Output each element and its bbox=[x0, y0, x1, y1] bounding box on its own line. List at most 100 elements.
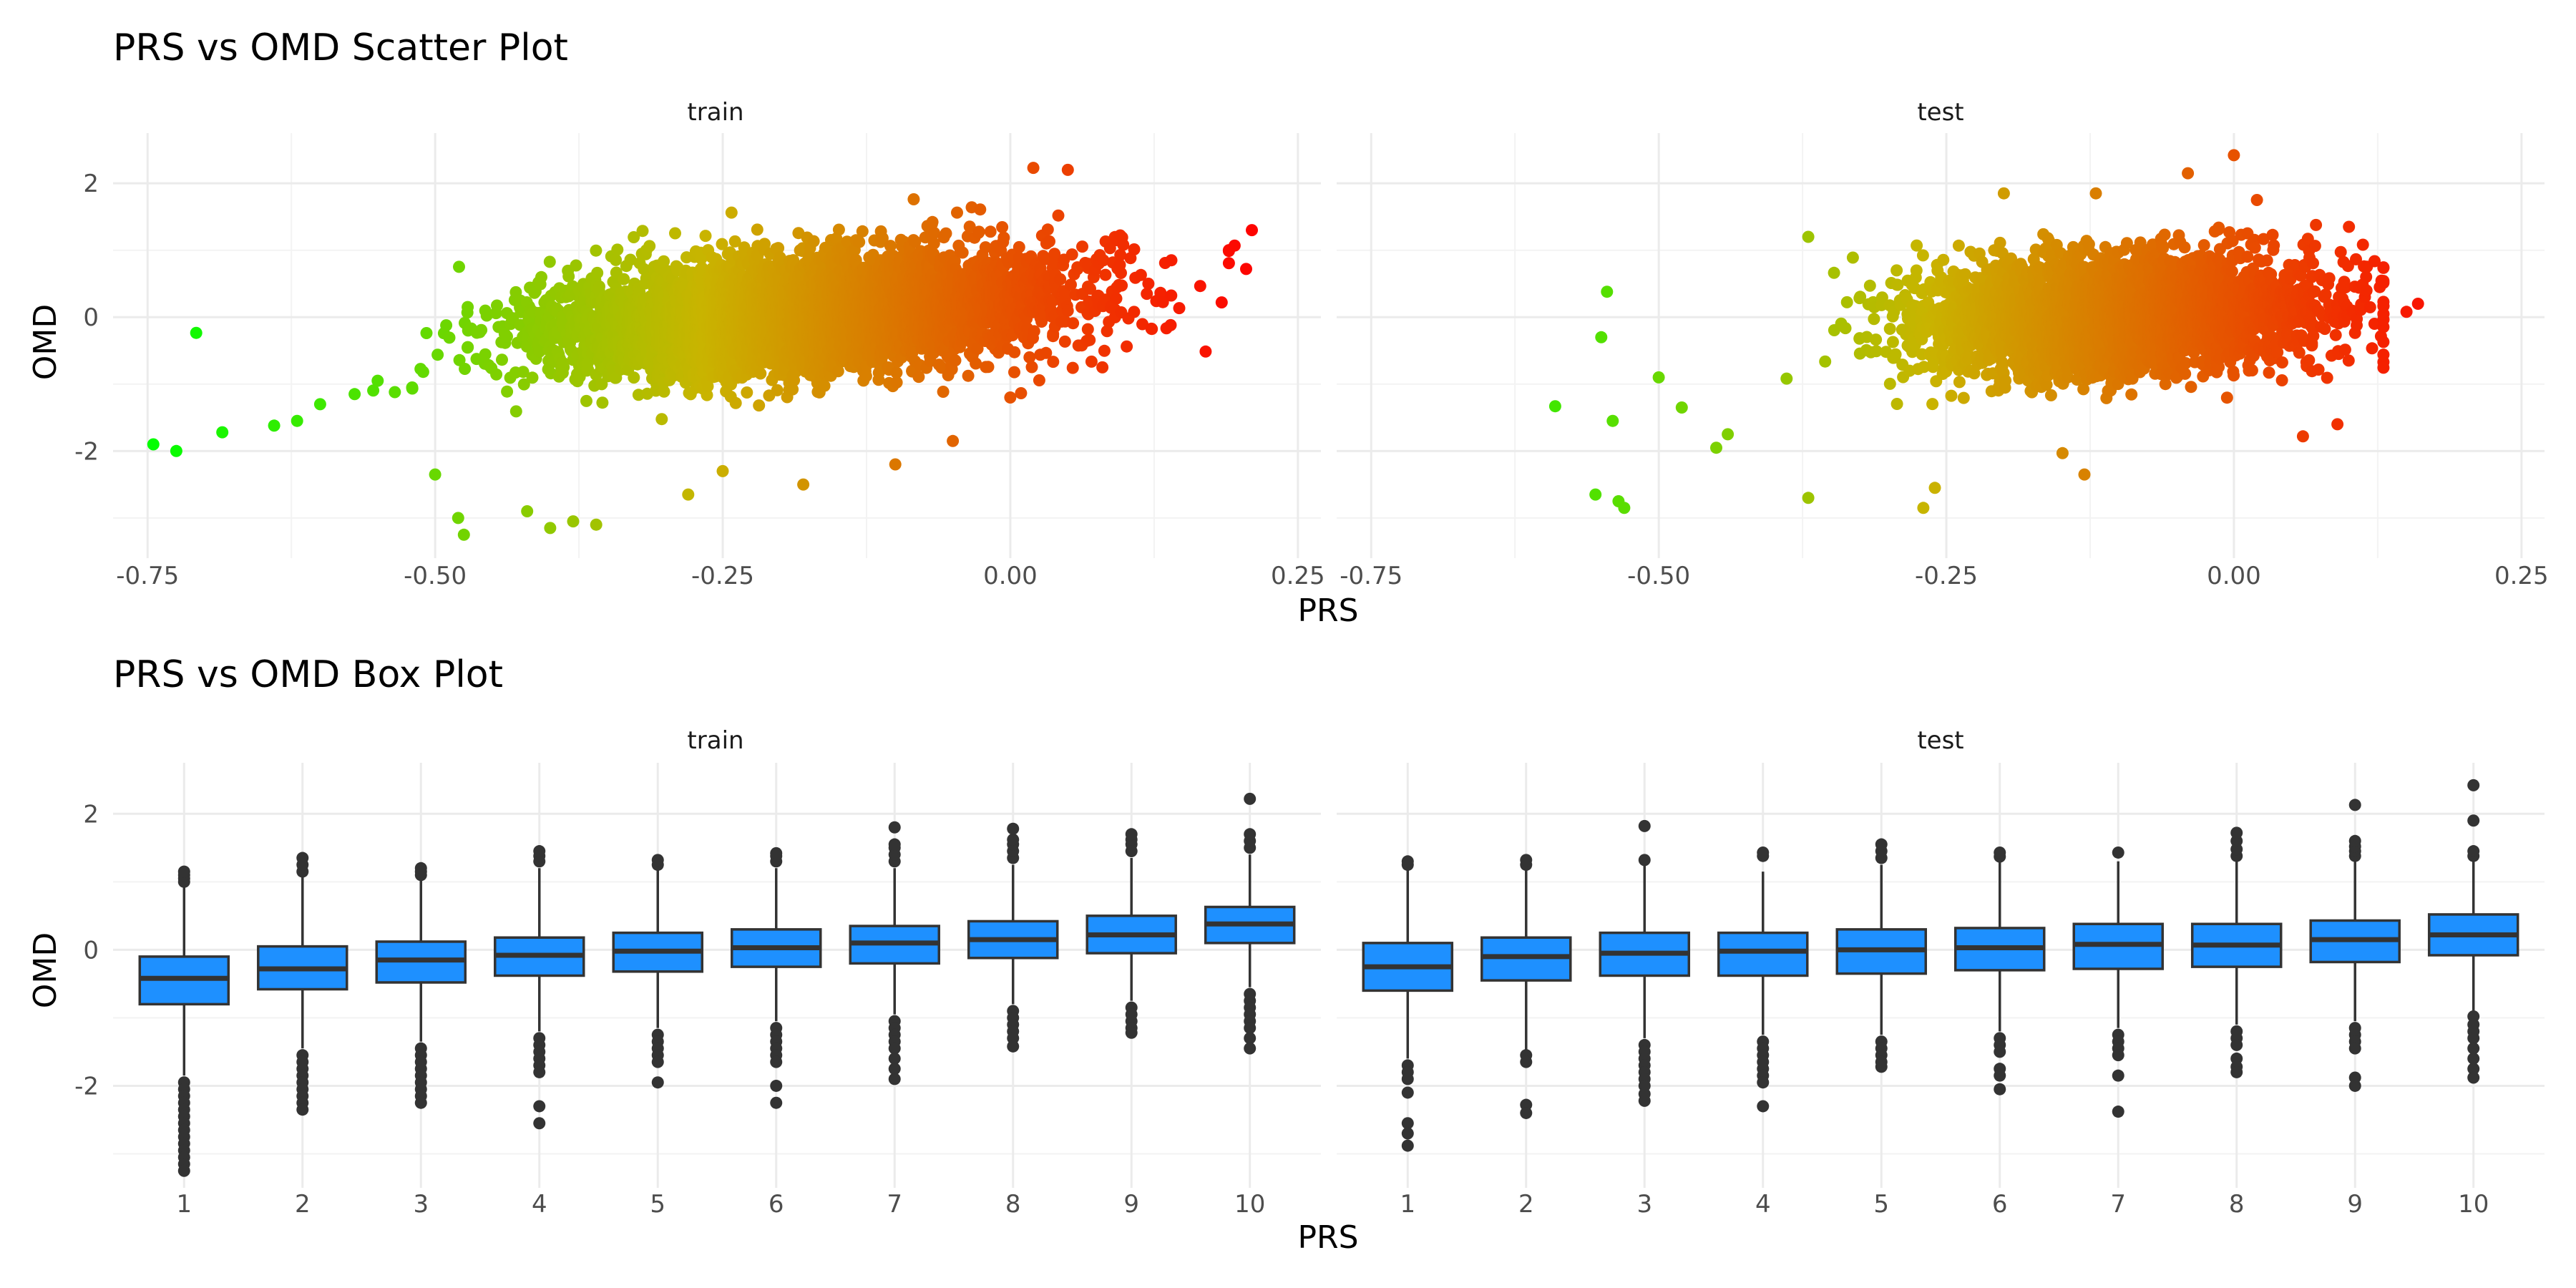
scatter-point bbox=[699, 230, 712, 243]
scatter-point bbox=[457, 528, 470, 541]
scatter-point bbox=[491, 299, 503, 312]
scatter-point bbox=[937, 386, 950, 398]
scatter-point bbox=[580, 394, 592, 407]
scatter-point bbox=[889, 458, 902, 471]
scatter-point bbox=[416, 366, 429, 379]
scatter-point bbox=[429, 468, 441, 481]
scatter-point bbox=[807, 235, 820, 248]
scatter-section: PRS vs OMD Scatter Plot train test -202 … bbox=[27, 26, 2549, 629]
scatter-point bbox=[462, 301, 474, 313]
scatter-point bbox=[590, 518, 602, 531]
scatter-point bbox=[526, 371, 539, 384]
scatter-point bbox=[501, 385, 514, 398]
scatter-point bbox=[832, 223, 845, 236]
scatter-point bbox=[951, 206, 963, 219]
scatter-point bbox=[949, 354, 962, 367]
scatter-point bbox=[459, 363, 472, 375]
scatter-point bbox=[818, 379, 831, 392]
scatter-point bbox=[562, 270, 575, 283]
scatter-point bbox=[940, 227, 952, 240]
scatter-point bbox=[371, 374, 384, 387]
scatter-point bbox=[956, 246, 969, 259]
scatter-point bbox=[544, 522, 557, 535]
scatter-point bbox=[596, 396, 609, 409]
scatter-point bbox=[509, 405, 522, 418]
scatter-panel-train bbox=[113, 133, 1321, 558]
scatter-strip-test: test bbox=[1917, 98, 1963, 127]
scatter-point bbox=[856, 225, 869, 238]
scatter-point bbox=[440, 319, 453, 332]
scatter-point bbox=[147, 438, 160, 451]
scatter-point bbox=[751, 223, 763, 236]
scatter-plot-title: PRS vs OMD Scatter Plot bbox=[113, 26, 568, 69]
scatter-strip-train: train bbox=[687, 98, 743, 127]
scatter-point bbox=[443, 331, 456, 344]
scatter-point bbox=[521, 505, 534, 517]
scatter-point bbox=[907, 193, 920, 205]
scatter-point bbox=[655, 413, 668, 426]
scatter-point bbox=[543, 255, 556, 268]
scatter-point bbox=[797, 478, 810, 491]
scatter-point bbox=[926, 215, 939, 228]
scatter-point bbox=[462, 341, 474, 353]
scatter-point bbox=[725, 206, 738, 219]
scatter-point bbox=[475, 323, 488, 336]
scatter-point bbox=[291, 414, 303, 427]
scatter-point bbox=[984, 225, 997, 238]
scatter-point bbox=[974, 203, 987, 216]
scatter-point bbox=[982, 361, 995, 374]
scatter-point bbox=[890, 376, 903, 389]
scatter-point bbox=[570, 259, 582, 272]
scatter-point bbox=[501, 330, 513, 343]
scatter-point bbox=[170, 444, 182, 457]
scatter-point bbox=[658, 385, 670, 398]
scatter-point bbox=[190, 326, 203, 339]
scatter-point bbox=[591, 266, 604, 279]
scatter-point bbox=[517, 378, 530, 391]
scatter-point bbox=[859, 370, 872, 383]
scatter-point bbox=[406, 382, 419, 395]
scatter-point bbox=[1008, 366, 1020, 379]
scatter-point bbox=[716, 464, 729, 477]
scatter-point bbox=[643, 240, 656, 253]
scatter-point bbox=[729, 396, 742, 409]
scatter-point bbox=[480, 309, 493, 322]
scatter-point bbox=[682, 488, 695, 501]
scatter-point bbox=[590, 244, 602, 257]
scatter-point bbox=[268, 419, 280, 432]
scatter-point bbox=[628, 371, 640, 384]
scatter-point bbox=[997, 231, 1010, 244]
scatter-point bbox=[557, 361, 570, 374]
scatter-point bbox=[216, 426, 229, 439]
scatter-point bbox=[853, 235, 866, 248]
scatter-point bbox=[610, 253, 623, 266]
scatter-point bbox=[611, 243, 624, 256]
scatter-point bbox=[754, 367, 767, 380]
scatter-point bbox=[636, 225, 649, 238]
scatter-point bbox=[669, 227, 681, 240]
scatter-point bbox=[453, 353, 466, 366]
scatter-point bbox=[753, 399, 766, 412]
scatter-point bbox=[367, 384, 380, 397]
scatter-point bbox=[479, 348, 492, 361]
scatter-point bbox=[533, 345, 546, 358]
scatter-point bbox=[348, 388, 361, 401]
scatter-point bbox=[996, 221, 1009, 233]
scatter-point bbox=[313, 398, 326, 411]
scatter-point bbox=[490, 368, 503, 381]
scatter-point bbox=[496, 353, 508, 366]
scatter-point bbox=[535, 270, 547, 283]
scatter-point bbox=[1008, 346, 1021, 358]
scatter-point bbox=[431, 348, 444, 361]
scatter-point bbox=[1004, 391, 1017, 404]
scatter-point bbox=[741, 386, 753, 399]
scatter-point bbox=[452, 512, 464, 525]
scatter-point bbox=[618, 273, 630, 286]
scatter-point bbox=[567, 515, 580, 528]
scatter-point bbox=[389, 386, 401, 399]
scatter-point bbox=[453, 260, 465, 273]
scatter-point bbox=[420, 327, 433, 339]
scatter-point bbox=[962, 369, 975, 382]
scatter-point bbox=[517, 366, 530, 379]
